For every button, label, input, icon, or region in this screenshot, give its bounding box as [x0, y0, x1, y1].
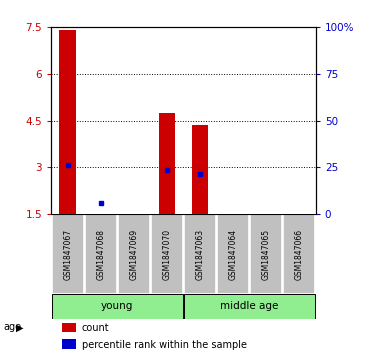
Text: age: age — [4, 322, 22, 333]
Bar — [159, 113, 175, 214]
Text: GSM1847065: GSM1847065 — [262, 229, 270, 280]
Text: middle age: middle age — [220, 302, 279, 311]
Bar — [283, 214, 315, 294]
Bar — [250, 214, 282, 294]
Bar — [184, 214, 216, 294]
Bar — [118, 214, 150, 294]
Text: GSM1847069: GSM1847069 — [129, 229, 138, 280]
Bar — [85, 214, 116, 294]
Bar — [62, 339, 76, 349]
Text: GSM1847066: GSM1847066 — [295, 229, 304, 280]
Text: GSM1847070: GSM1847070 — [162, 229, 172, 280]
Text: GSM1847064: GSM1847064 — [228, 229, 238, 280]
Bar — [217, 214, 249, 294]
Text: ▶: ▶ — [16, 322, 24, 333]
Bar — [184, 294, 315, 319]
Bar — [52, 294, 183, 319]
Bar — [151, 214, 183, 294]
Bar — [62, 323, 76, 332]
Text: count: count — [81, 323, 109, 333]
Bar — [59, 30, 76, 214]
Text: GSM1847067: GSM1847067 — [63, 229, 72, 280]
Bar — [192, 125, 208, 214]
Bar — [52, 214, 84, 294]
Text: percentile rank within the sample: percentile rank within the sample — [81, 340, 246, 350]
Text: GSM1847063: GSM1847063 — [195, 229, 204, 280]
Text: GSM1847068: GSM1847068 — [96, 229, 105, 280]
Text: young: young — [101, 302, 134, 311]
